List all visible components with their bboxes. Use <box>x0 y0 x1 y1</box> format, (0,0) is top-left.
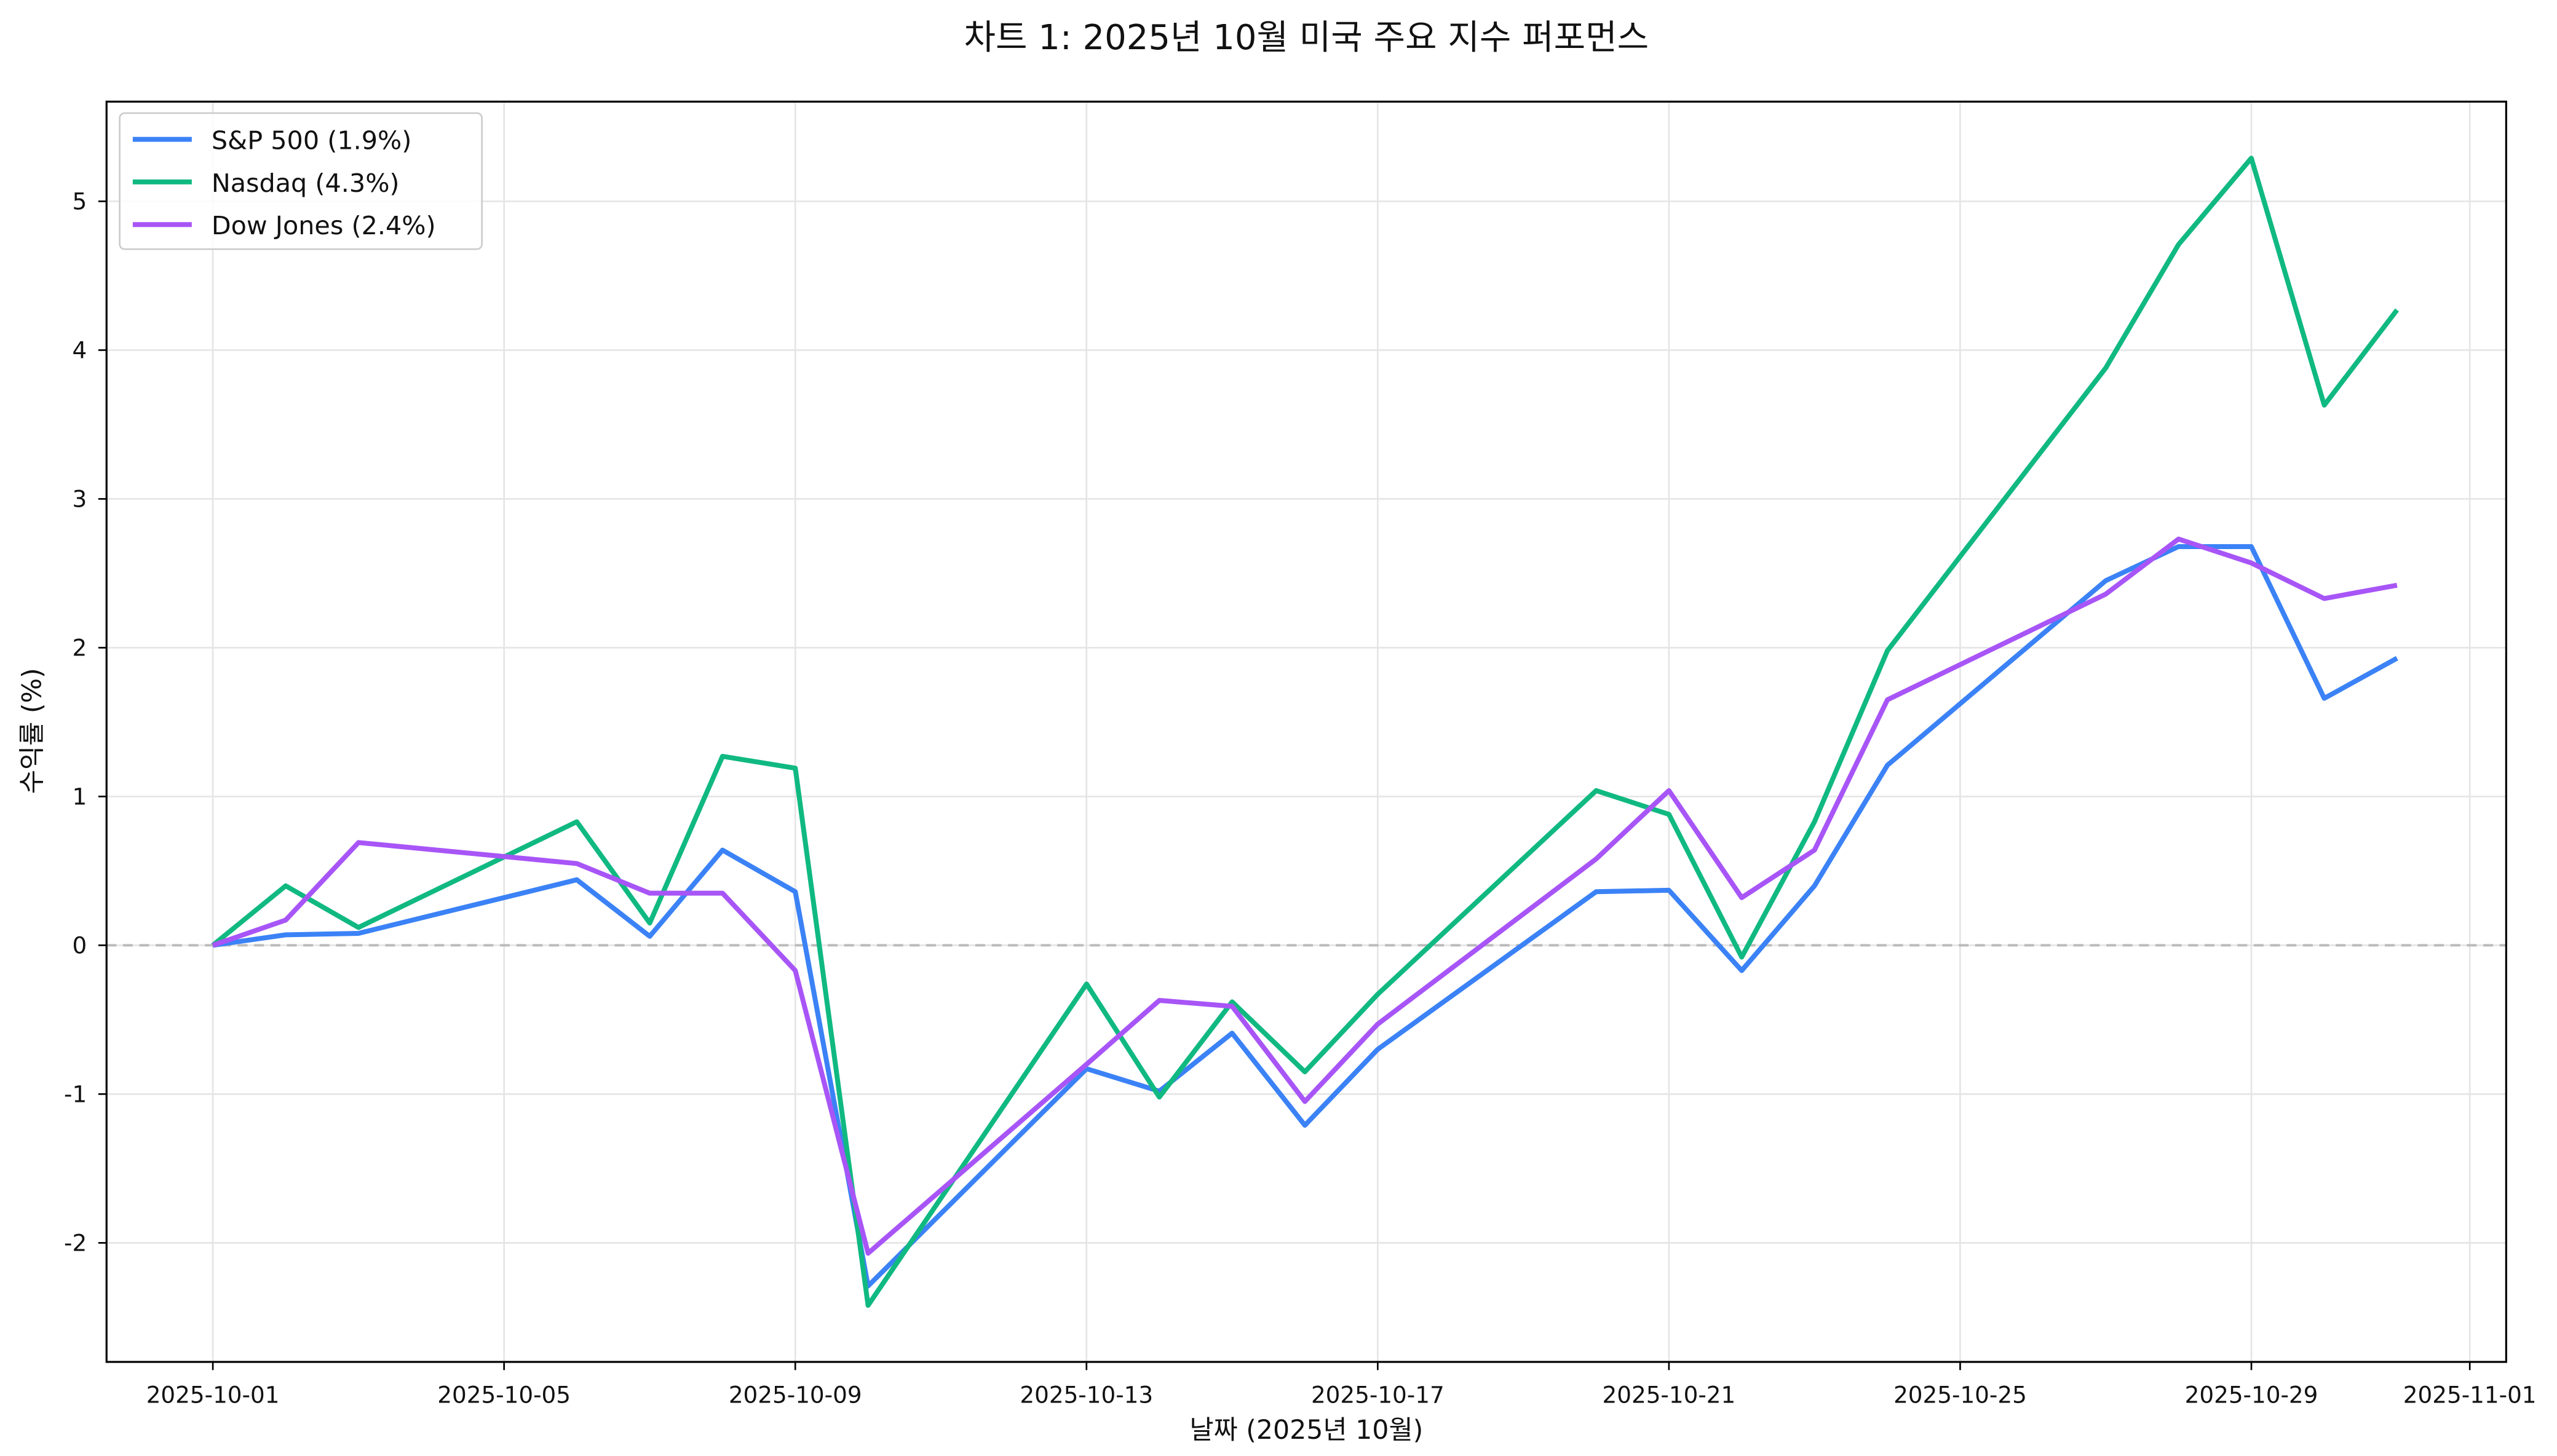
series-line-nasdaq <box>211 156 2400 1308</box>
chart-title: 차트 1: 2025년 10월 미국 주요 지수 퍼포먼스 <box>964 18 1649 58</box>
x-tick-label: 2025-10-09 <box>729 1382 862 1409</box>
x-tick-label: 2025-10-29 <box>2185 1382 2318 1409</box>
plot-frame <box>105 100 2507 1363</box>
y-tick-label: -1 <box>64 1081 87 1108</box>
y-ticks: -2 -1 0 1 2 3 4 5 <box>64 188 107 1257</box>
legend: S&P 500 (1.9%) Nasdaq (4.3%) Dow Jones (2.… <box>119 112 483 250</box>
x-tick-label: 2025-10-17 <box>1311 1382 1445 1409</box>
y-tick-label: 0 <box>73 932 87 959</box>
x-tick-label: 2025-10-01 <box>146 1382 280 1409</box>
x-axis-label: 날짜 (2025년 10월) <box>1189 1415 1423 1446</box>
y-axis-label: 수익률 (%) <box>17 668 48 794</box>
legend-label: Dow Jones (2.4%) <box>212 211 436 240</box>
y-tick-label: -2 <box>64 1230 87 1257</box>
legend-label: Nasdaq (4.3%) <box>212 168 400 198</box>
x-tick-label: 2025-10-25 <box>1893 1382 2027 1409</box>
x-tick-label: 2025-11-01 <box>2403 1382 2537 1409</box>
x-tick-label: 2025-10-05 <box>437 1382 571 1409</box>
y-tick-label: 3 <box>73 486 87 513</box>
grid <box>106 101 2507 1362</box>
x-tick-label: 2025-10-21 <box>1603 1382 1736 1409</box>
legend-label: S&P 500 (1.9%) <box>212 126 412 156</box>
x-ticks: 2025-10-01 2025-10-05 2025-10-09 2025-10-13… <box>146 1361 2537 1409</box>
series-line-sp <box>212 544 2398 1289</box>
y-tick-label: 1 <box>73 783 87 810</box>
legend-box <box>119 112 483 250</box>
x-tick-label: 2025-10-13 <box>1020 1382 1153 1409</box>
y-tick-label: 2 <box>73 635 87 662</box>
series-line-dow <box>212 536 2398 1256</box>
series-lines <box>211 156 2400 1308</box>
y-tick-label: 4 <box>73 337 87 364</box>
y-tick-label: 5 <box>73 188 87 215</box>
